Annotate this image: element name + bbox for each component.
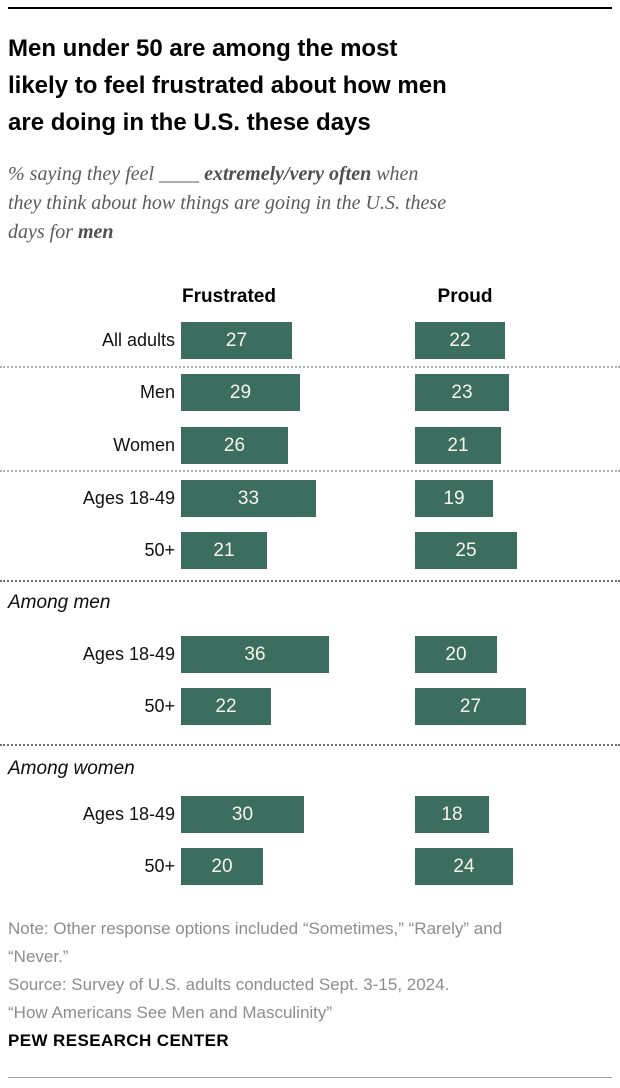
row-label: 50+: [144, 696, 175, 716]
section-label: Among men: [8, 592, 111, 613]
row-label: All adults: [101, 330, 175, 350]
bar-value-label: 29: [229, 382, 252, 403]
footnote: Note: Other response options included “S…: [8, 919, 503, 1022]
subtitle-emphasis: men: [78, 221, 114, 243]
dotted-separator: [0, 744, 620, 746]
bar-value-label: 23: [451, 382, 473, 403]
section-label: Among women: [8, 758, 135, 779]
dotted-separator: [0, 470, 620, 472]
bar-value-label: 36: [244, 644, 266, 665]
row-label: 50+: [144, 856, 175, 876]
proud-bar: 19: [415, 480, 493, 517]
frustrated-bar: 27: [181, 322, 292, 359]
bar-value-label: 21: [447, 435, 469, 456]
frustrated-bar: 36: [181, 636, 329, 673]
frustrated-bar: 22: [181, 688, 271, 725]
bar-value-label: 24: [453, 856, 475, 877]
row-label: Ages 18-49: [82, 804, 175, 824]
proud-bar: 24: [415, 848, 513, 885]
subtitle-text: % saying they feel ____: [8, 163, 205, 185]
subtitle-text: when: [371, 163, 419, 185]
row-label: Men: [139, 382, 175, 402]
bar-value-label: 20: [211, 856, 233, 877]
proud-bar: 18: [415, 796, 489, 833]
bar-value-label: 26: [223, 435, 246, 456]
bar-value-label: 30: [231, 804, 254, 825]
frustrated-bar: 26: [181, 427, 288, 464]
row-label: Women: [113, 435, 175, 455]
column-header-proud: Proud: [437, 286, 493, 307]
column-header-frustrated: Frustrated: [182, 286, 276, 307]
bar-value-label: 27: [225, 330, 248, 351]
subtitle-text: they think about how things are going in…: [8, 192, 447, 214]
row-label: Ages 18-49: [82, 488, 175, 508]
proud-bar: 23: [415, 374, 509, 411]
dotted-separator: [0, 366, 620, 368]
bar-value-label: 19: [443, 488, 465, 509]
bar-value-label: 20: [445, 644, 467, 665]
chart-title: Men under 50 are among the most likely t…: [8, 35, 447, 136]
proud-bar: 25: [415, 532, 517, 569]
top-rule: [8, 7, 612, 9]
bottom-rule: [8, 1077, 612, 1078]
brand-footer: PEW RESEARCH CENTER: [8, 1031, 230, 1050]
bar-value-label: 27: [459, 696, 482, 717]
row-label: Ages 18-49: [82, 644, 175, 664]
subtitle-text: days for: [8, 221, 78, 243]
frustrated-bar: 29: [181, 374, 300, 411]
row-label: 50+: [144, 540, 175, 560]
proud-bar: 21: [415, 427, 501, 464]
bar-value-label: 22: [215, 696, 237, 717]
subtitle-emphasis: extremely/very often: [204, 163, 372, 185]
dotted-separator: [0, 580, 620, 582]
frustrated-bar: 20: [181, 848, 263, 885]
chart-subtitle: % saying they feel ____ extremely/very o…: [8, 160, 614, 247]
frustrated-bar: 30: [181, 796, 304, 833]
frustrated-bar: 21: [181, 532, 267, 569]
proud-bar: 27: [415, 688, 526, 725]
bar-value-label: 33: [237, 488, 260, 509]
bar-value-label: 21: [213, 540, 235, 561]
frustrated-bar: 33: [181, 480, 316, 517]
proud-bar: 20: [415, 636, 497, 673]
bar-value-label: 25: [455, 540, 477, 561]
proud-bar: 22: [415, 322, 505, 359]
bar-value-label: 22: [449, 330, 471, 351]
bar-value-label: 18: [441, 804, 463, 825]
